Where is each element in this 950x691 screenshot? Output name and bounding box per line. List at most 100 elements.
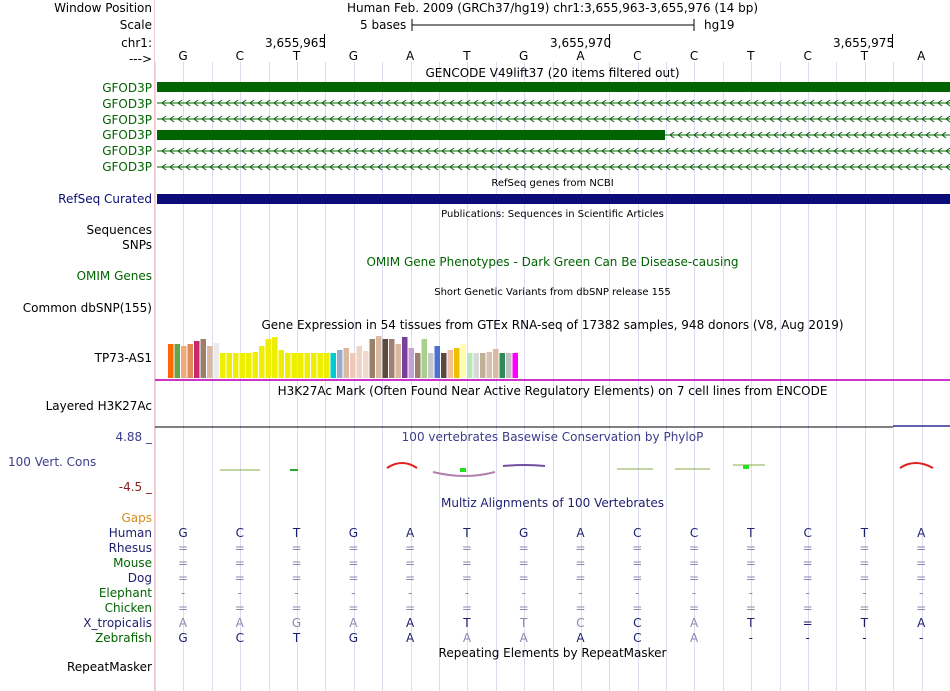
gtex-tissue-bar[interactable]	[278, 350, 285, 378]
snps-label[interactable]: SNPs	[122, 238, 152, 252]
gtex-tissue-bar[interactable]	[168, 344, 174, 378]
refseq-curated-label[interactable]: RefSeq Curated	[58, 192, 152, 206]
repeatmasker-label[interactable]: RepeatMasker	[66, 660, 152, 674]
gtex-tissue-bar[interactable]	[395, 344, 402, 378]
gtex-tissue-bar[interactable]	[324, 353, 330, 378]
exon-block[interactable]	[157, 82, 950, 92]
strand-arrow	[681, 163, 687, 171]
gtex-tissue-bar[interactable]	[428, 353, 434, 378]
strand-arrow	[789, 131, 795, 139]
phylop-label[interactable]: 100 Vert. Cons	[8, 455, 97, 469]
gtex-tissue-bar[interactable]	[486, 352, 493, 378]
strand-arrow	[249, 147, 255, 155]
gtex-tissue-bar[interactable]	[220, 353, 226, 378]
phylop-track[interactable]	[155, 446, 950, 486]
gtex-tissue-bar[interactable]	[311, 353, 317, 378]
gtex-tissue-bar[interactable]	[291, 353, 298, 378]
track-image[interactable]: Human Feb. 2009 (GRCh37/hg19) chr1:3,655…	[155, 0, 950, 691]
gtex-tissue-bar[interactable]	[194, 341, 200, 378]
strand-arrow	[225, 115, 231, 123]
gene-label-gfod3p[interactable]: GFOD3P	[102, 128, 152, 142]
gtex-tissue-bar[interactable]	[187, 344, 194, 378]
gtex-title: Gene Expression in 54 tissues from GTEx …	[261, 318, 844, 332]
gtex-tissue-bar[interactable]	[343, 348, 350, 378]
gtex-tissue-bar[interactable]	[499, 353, 506, 378]
gtex-tissue-bar[interactable]	[239, 353, 246, 378]
gtex-tissue-bar[interactable]	[317, 353, 324, 378]
strand-arrow	[729, 163, 735, 171]
gtex-tissue-bar[interactable]	[460, 344, 467, 378]
gtex-tissue-bar[interactable]	[408, 348, 415, 378]
gtex-tissue-bar[interactable]	[233, 353, 239, 378]
gtex-tissue-bar[interactable]	[480, 353, 486, 378]
gtex-tissue-bar[interactable]	[252, 352, 259, 378]
gtex-tissue-bar[interactable]	[434, 346, 441, 378]
gtex-tissue-bar[interactable]	[330, 353, 337, 378]
gtex-tissue-bar[interactable]	[369, 339, 376, 378]
strand-arrow	[753, 115, 759, 123]
gencode-track[interactable]	[155, 80, 950, 176]
gtex-tissue-bar[interactable]	[207, 346, 213, 378]
strand-arrow	[769, 147, 775, 155]
gtex-tissue-bar[interactable]	[441, 353, 447, 378]
strand-arrow	[177, 115, 183, 123]
h3k27ac-track[interactable]	[155, 420, 950, 432]
gtex-tissue-bar[interactable]	[447, 350, 454, 378]
alignment-base: =	[461, 541, 472, 555]
gtex-tissue-bar[interactable]	[454, 348, 460, 378]
exon-block[interactable]	[157, 130, 665, 140]
layered-h3k27ac-label[interactable]: Layered H3K27Ac	[45, 399, 152, 413]
strand-arrow	[889, 99, 895, 107]
common-dbsnp-label[interactable]: Common dbSNP(155)	[22, 301, 152, 315]
gtex-tissue-bar[interactable]	[382, 339, 389, 378]
strand-arrow	[797, 131, 803, 139]
gtex-tissue-bar[interactable]	[259, 346, 265, 378]
tp73-as1-label[interactable]: TP73-AS1	[94, 351, 152, 365]
gtex-tissue-bar[interactable]	[421, 339, 428, 378]
gtex-tissue-bar[interactable]	[389, 339, 395, 378]
gtex-track[interactable]	[155, 333, 950, 383]
refseq-gene-bar[interactable]	[157, 194, 950, 204]
strand-arrow	[545, 115, 551, 123]
gtex-tissue-bar[interactable]	[415, 353, 421, 378]
gtex-tissue-bar[interactable]	[298, 353, 304, 378]
gtex-tissue-bar[interactable]	[506, 353, 512, 378]
gtex-tissue-bar[interactable]	[363, 351, 369, 378]
gtex-tissue-bar[interactable]	[181, 346, 187, 378]
strand-arrow	[521, 163, 527, 171]
alignment-base: =	[802, 616, 813, 630]
gtex-tissue-bar[interactable]	[226, 353, 233, 378]
gtex-tissue-bar[interactable]	[337, 350, 343, 378]
gene-label-gfod3p[interactable]: GFOD3P	[102, 144, 152, 158]
gtex-tissue-bar[interactable]	[246, 353, 252, 378]
gtex-tissue-bar[interactable]	[200, 339, 207, 378]
gtex-tissue-bar[interactable]	[304, 353, 311, 378]
gtex-tissue-bar[interactable]	[174, 344, 181, 378]
gtex-tissue-bar[interactable]	[493, 349, 499, 378]
gtex-tissue-bar[interactable]	[272, 337, 278, 378]
gene-label-gfod3p[interactable]: GFOD3P	[102, 81, 152, 95]
gtex-tissue-bar[interactable]	[402, 337, 408, 378]
omim-genes-label[interactable]: OMIM Genes	[76, 269, 152, 283]
gene-label-gfod3p[interactable]: GFOD3P	[102, 113, 152, 127]
gtex-tissue-bar[interactable]	[356, 346, 363, 378]
gtex-tissue-bar[interactable]	[285, 353, 291, 378]
sequences-label[interactable]: Sequences	[86, 223, 152, 237]
strand-arrow	[753, 147, 759, 155]
alignment-base: =	[234, 541, 245, 555]
alignment-base: =	[745, 571, 756, 585]
strand-arrow	[209, 115, 215, 123]
gtex-tissue-bar[interactable]	[473, 353, 480, 378]
strand-arrow	[489, 115, 495, 123]
gene-label-gfod3p[interactable]: GFOD3P	[102, 97, 152, 111]
gene-label-gfod3p[interactable]: GFOD3P	[102, 160, 152, 174]
gtex-tissue-bar[interactable]	[467, 353, 473, 378]
strand-arrow	[561, 163, 567, 171]
gtex-tissue-bar[interactable]	[376, 336, 382, 378]
species-label-mouse: Mouse	[113, 556, 152, 570]
gtex-tissue-bar[interactable]	[213, 343, 220, 378]
gtex-tissue-bar[interactable]	[512, 353, 519, 378]
reference-base: T	[747, 49, 755, 63]
gtex-tissue-bar[interactable]	[265, 339, 272, 378]
gtex-tissue-bar[interactable]	[350, 353, 356, 378]
